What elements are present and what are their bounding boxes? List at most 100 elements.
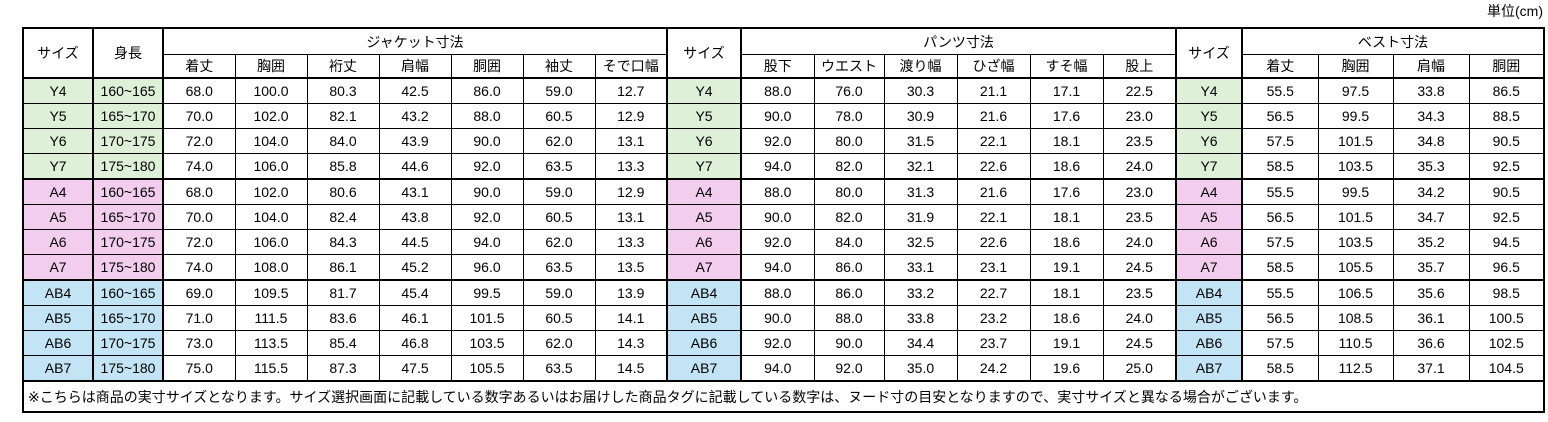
jacket-value-cell: 104.0 bbox=[234, 128, 308, 154]
height-cell: 165~170 bbox=[92, 204, 164, 230]
height-cell: 170~175 bbox=[92, 229, 164, 255]
vest-value-cell: 92.5 bbox=[1468, 153, 1545, 180]
vest-value-cell: 55.5 bbox=[1241, 178, 1319, 205]
pants-value-cell: 24.0 bbox=[1102, 153, 1177, 180]
jacket-value-cell: 62.0 bbox=[522, 229, 596, 255]
col-header-jacket-waist: 胴囲 bbox=[450, 54, 524, 79]
jacket-value-cell: 13.1 bbox=[594, 128, 668, 154]
vest-value-cell: 98.5 bbox=[1468, 279, 1545, 306]
pants-value-cell: 32.1 bbox=[883, 153, 958, 180]
pants-value-cell: 82.0 bbox=[813, 204, 885, 230]
size-table-body: Y4 160~165 68.0 100.0 80.3 42.5 86.0 59.0 12.7 Y4… bbox=[22, 77, 1545, 382]
vest-value-cell: 57.5 bbox=[1241, 128, 1319, 154]
size-cell-jacket: Y7 bbox=[22, 153, 94, 180]
jacket-value-cell: 63.5 bbox=[522, 254, 596, 281]
jacket-value-cell: 88.0 bbox=[450, 103, 524, 129]
jacket-value-cell: 101.5 bbox=[450, 305, 524, 331]
size-cell-jacket: A7 bbox=[22, 254, 94, 281]
col-header-jacket-sleeve: 袖丈 bbox=[522, 54, 596, 79]
jacket-value-cell: 14.5 bbox=[594, 355, 668, 382]
table-row-A4: A4 160~165 68.0 102.0 80.6 43.1 90.0 59.0 12.9 A4… bbox=[22, 178, 1545, 205]
vest-value-cell: 90.5 bbox=[1468, 178, 1545, 205]
vest-value-cell: 58.5 bbox=[1241, 254, 1319, 281]
size-cell-jacket: Y6 bbox=[22, 128, 94, 154]
pants-value-cell: 24.5 bbox=[1102, 254, 1177, 281]
pants-value-cell: 24.2 bbox=[956, 355, 1031, 382]
pants-value-cell: 23.7 bbox=[956, 330, 1031, 356]
jacket-value-cell: 82.4 bbox=[306, 204, 380, 230]
height-cell: 160~165 bbox=[92, 279, 164, 306]
vest-value-cell: 55.5 bbox=[1241, 77, 1319, 104]
pants-value-cell: 21.6 bbox=[956, 103, 1031, 129]
size-cell-vest: AB7 bbox=[1175, 355, 1243, 382]
jacket-value-cell: 82.1 bbox=[306, 103, 380, 129]
col-header-pants-thigh-width: 渡り幅 bbox=[883, 54, 958, 79]
jacket-value-cell: 12.9 bbox=[594, 178, 668, 205]
jacket-value-cell: 43.9 bbox=[378, 128, 452, 154]
pants-value-cell: 22.6 bbox=[956, 229, 1031, 255]
table-row-Y4: Y4 160~165 68.0 100.0 80.3 42.5 86.0 59.0 12.7 Y4… bbox=[22, 77, 1545, 104]
pants-value-cell: 90.0 bbox=[740, 305, 815, 331]
pants-value-cell: 76.0 bbox=[813, 77, 885, 104]
pants-value-cell: 23.0 bbox=[1102, 178, 1177, 205]
jacket-value-cell: 13.3 bbox=[594, 153, 668, 180]
size-column-header-jacket: サイズ bbox=[22, 27, 94, 79]
size-cell-jacket: Y4 bbox=[22, 77, 94, 104]
vest-section-header: ベスト寸法 bbox=[1241, 27, 1545, 55]
pants-value-cell: 30.9 bbox=[883, 103, 958, 129]
jacket-value-cell: 46.1 bbox=[378, 305, 452, 331]
pants-value-cell: 22.6 bbox=[956, 153, 1031, 180]
pants-value-cell: 90.0 bbox=[740, 204, 815, 230]
jacket-value-cell: 85.8 bbox=[306, 153, 380, 180]
jacket-value-cell: 44.5 bbox=[378, 229, 452, 255]
jacket-value-cell: 43.2 bbox=[378, 103, 452, 129]
pants-value-cell: 31.9 bbox=[883, 204, 958, 230]
jacket-value-cell: 102.0 bbox=[234, 178, 308, 205]
jacket-value-cell: 81.7 bbox=[306, 279, 380, 306]
vest-value-cell: 99.5 bbox=[1317, 103, 1394, 129]
pants-value-cell: 33.2 bbox=[883, 279, 958, 306]
jacket-value-cell: 104.0 bbox=[234, 204, 308, 230]
jacket-section-header: ジャケット寸法 bbox=[162, 27, 668, 55]
jacket-value-cell: 62.0 bbox=[522, 128, 596, 154]
size-cell-vest: A5 bbox=[1175, 204, 1243, 230]
size-cell-pants: A6 bbox=[666, 229, 742, 255]
jacket-value-cell: 92.0 bbox=[450, 153, 524, 180]
jacket-value-cell: 14.3 bbox=[594, 330, 668, 356]
pants-value-cell: 23.2 bbox=[956, 305, 1031, 331]
height-cell: 170~175 bbox=[92, 128, 164, 154]
height-cell: 160~165 bbox=[92, 178, 164, 205]
jacket-value-cell: 94.0 bbox=[450, 229, 524, 255]
vest-value-cell: 57.5 bbox=[1241, 330, 1319, 356]
vest-value-cell: 35.7 bbox=[1392, 254, 1470, 281]
jacket-value-cell: 68.0 bbox=[162, 178, 236, 205]
vest-value-cell: 56.5 bbox=[1241, 103, 1319, 129]
jacket-value-cell: 12.7 bbox=[594, 77, 668, 104]
pants-value-cell: 33.1 bbox=[883, 254, 958, 281]
col-header-jacket-body-length: 着丈 bbox=[162, 54, 236, 79]
vest-value-cell: 36.6 bbox=[1392, 330, 1470, 356]
pants-value-cell: 18.1 bbox=[1029, 279, 1104, 306]
size-cell-vest: A7 bbox=[1175, 254, 1243, 281]
table-row-AB6: AB6 170~175 73.0 113.5 85.4 46.8 103.5 62.0 14.3… bbox=[22, 330, 1545, 356]
header-sub-row: 着丈 胸囲 裄丈 肩幅 胴囲 袖丈 そで口幅 股下 ウエスト 渡り幅 ひざ幅 す… bbox=[23, 54, 1545, 79]
pants-value-cell: 88.0 bbox=[740, 77, 815, 104]
pants-value-cell: 22.5 bbox=[1102, 77, 1177, 104]
jacket-value-cell: 80.3 bbox=[306, 77, 380, 104]
jacket-value-cell: 85.4 bbox=[306, 330, 380, 356]
jacket-value-cell: 84.0 bbox=[306, 128, 380, 154]
size-cell-pants: AB4 bbox=[666, 279, 742, 306]
size-cell-jacket: AB7 bbox=[22, 355, 94, 382]
jacket-value-cell: 12.9 bbox=[594, 103, 668, 129]
pants-value-cell: 92.0 bbox=[740, 229, 815, 255]
jacket-value-cell: 87.3 bbox=[306, 355, 380, 382]
pants-value-cell: 94.0 bbox=[740, 153, 815, 180]
size-cell-jacket: A6 bbox=[22, 229, 94, 255]
pants-value-cell: 21.1 bbox=[956, 77, 1031, 104]
pants-value-cell: 24.0 bbox=[1102, 229, 1177, 255]
size-cell-jacket: AB4 bbox=[22, 279, 94, 306]
jacket-value-cell: 83.6 bbox=[306, 305, 380, 331]
table-row-AB7: AB7 175~180 75.0 115.5 87.3 47.5 105.5 63.5 14.5… bbox=[22, 355, 1545, 382]
size-cell-pants: Y6 bbox=[666, 128, 742, 154]
col-header-vest-chest: 胸囲 bbox=[1317, 54, 1394, 79]
